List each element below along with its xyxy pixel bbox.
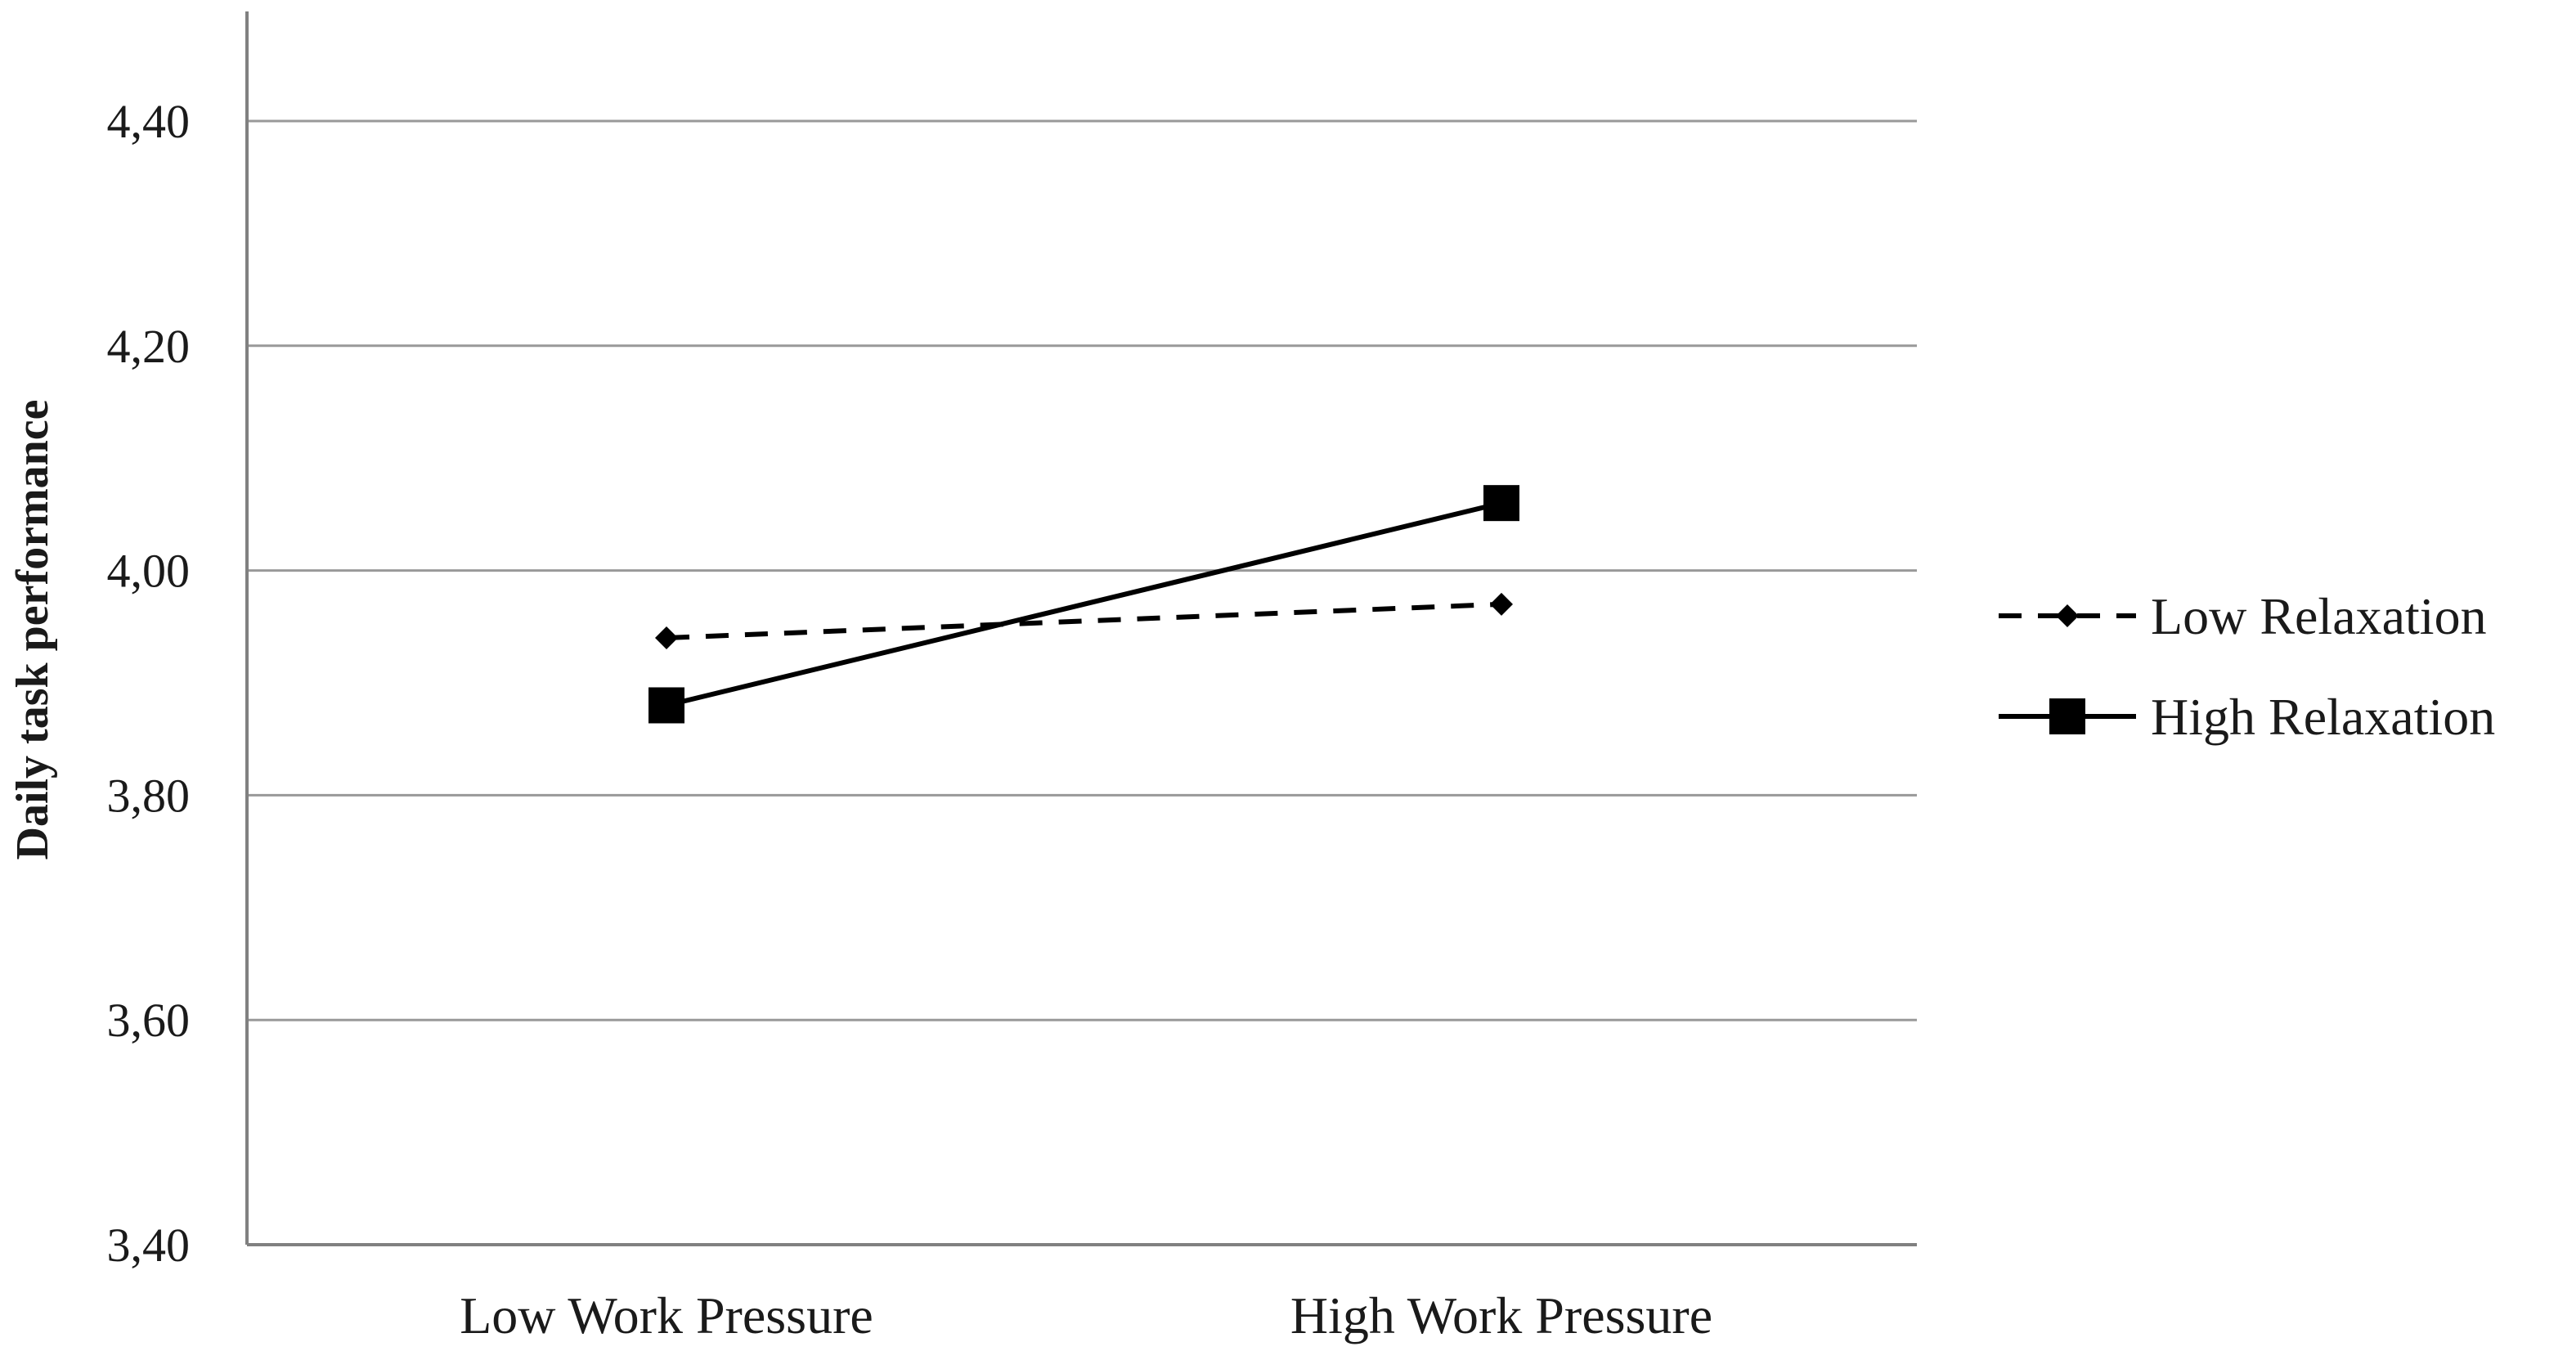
data-point-diamond	[655, 626, 678, 650]
data-point-square	[648, 687, 684, 724]
x-category-label: Low Work Pressure	[460, 1286, 873, 1344]
legend-label: Low Relaxation	[2151, 587, 2487, 645]
x-category-labels: Low Work Pressure High Work Pressure	[460, 1286, 1712, 1344]
y-tick-label: 4,20	[107, 320, 191, 373]
y-axis-title: Daily task performance	[7, 399, 58, 860]
series-line	[666, 601, 1502, 641]
y-tick-label: 3,80	[107, 769, 191, 822]
legend-marker-diamond	[2056, 604, 2079, 627]
data-point-square	[1483, 485, 1519, 522]
data-point-diamond	[1490, 592, 1513, 616]
x-category-label: High Work Pressure	[1290, 1286, 1712, 1344]
legend-label: High Relaxation	[2151, 688, 2495, 746]
y-tick-label: 3,60	[107, 994, 191, 1047]
series-group	[648, 485, 1519, 724]
series-line	[666, 500, 1502, 708]
legend-marker-square	[2049, 698, 2085, 734]
gridlines	[247, 119, 1917, 1021]
y-tick-label: 4,40	[107, 95, 191, 148]
legend: Low Relaxation High Relaxation	[1999, 587, 2495, 746]
y-tick-labels: 3,40 3,60 3,80 4,00 4,20 4,40	[107, 95, 191, 1272]
y-tick-label: 3,40	[107, 1219, 191, 1272]
y-tick-label: 4,00	[107, 545, 191, 598]
